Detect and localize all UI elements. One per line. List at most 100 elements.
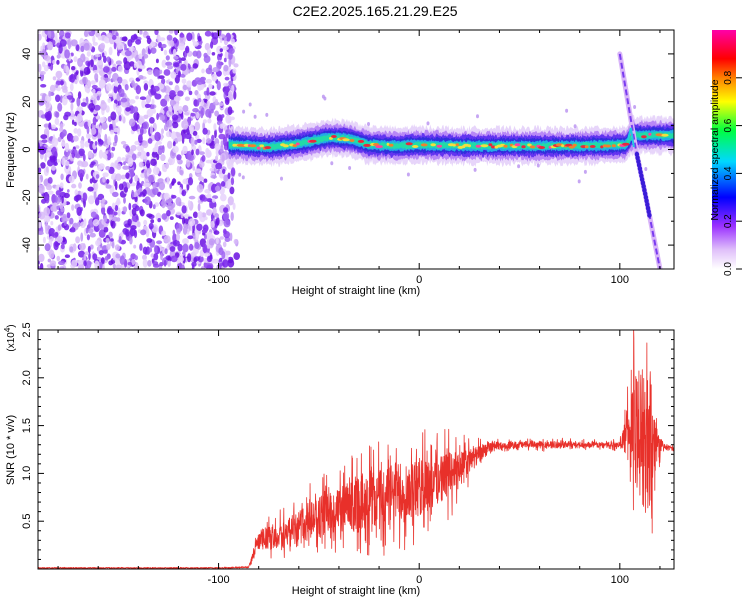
noise-blob	[118, 235, 122, 244]
noise-blob	[38, 231, 44, 236]
noise-blob	[156, 153, 160, 161]
noise-blob	[98, 250, 104, 256]
noise-blob	[120, 97, 128, 103]
noise-blob	[180, 213, 184, 219]
noise-blob	[97, 165, 103, 171]
ridge-peak	[611, 144, 616, 148]
noise-blob	[152, 187, 159, 196]
noise-blob	[64, 32, 71, 39]
noise-blob	[83, 260, 87, 267]
noise-blob	[194, 90, 199, 96]
noise-blob	[163, 259, 167, 267]
noise-blob	[117, 42, 124, 50]
noise-blob	[139, 96, 147, 100]
noise-blob	[83, 66, 91, 76]
noise-blob	[135, 39, 142, 45]
noise-blob	[92, 253, 98, 261]
x-tick-label: 100	[611, 574, 629, 586]
noise-blob	[223, 174, 229, 183]
noise-blob	[109, 129, 115, 135]
noise-blob	[214, 128, 217, 139]
ridge-speck	[633, 105, 637, 109]
noise-blob	[64, 221, 67, 226]
noise-blob	[116, 217, 121, 222]
noise-blob	[50, 205, 57, 212]
noise-blob	[85, 227, 89, 234]
ridge-speck	[248, 102, 252, 107]
snr-panel: -100 0 100 0.5 1.0 1.5 2.0 2.5 Height of strai…	[3, 322, 675, 597]
noise-blob	[131, 80, 136, 88]
noise-blob	[161, 128, 164, 135]
noise-blob	[86, 260, 92, 269]
noise-blob	[108, 260, 114, 266]
noise-blob	[173, 62, 180, 67]
colorbar: 0.0 0.2 0.4 0.6 0.8 Normalized spectral ampl…	[709, 30, 742, 276]
noise-blob	[222, 46, 229, 51]
noise-blob	[150, 219, 155, 224]
noise-blob	[48, 90, 52, 97]
noise-blob	[178, 105, 183, 114]
noise-blob	[190, 137, 195, 147]
noise-blob	[38, 167, 42, 173]
noise-blob	[88, 195, 95, 205]
noise-blob	[110, 220, 116, 229]
noise-blob	[81, 160, 89, 168]
noise-blob	[115, 173, 122, 181]
noise-blob	[222, 228, 227, 235]
noise-blob	[212, 258, 219, 264]
noise-blob	[159, 114, 166, 121]
noise-blob	[195, 148, 200, 156]
noise-blob	[166, 79, 169, 84]
noise-blob	[87, 228, 94, 234]
noise-blob	[158, 181, 166, 191]
noise-blob	[223, 57, 227, 63]
noise-blob	[117, 207, 121, 217]
noise-blob	[201, 68, 205, 74]
y-tick-label: 1.0	[21, 466, 33, 481]
noise-blob	[206, 48, 212, 56]
noise-blob	[44, 153, 47, 162]
noise-blob	[230, 167, 236, 177]
noise-blob	[114, 256, 122, 266]
noise-blob	[56, 255, 61, 262]
noise-blob	[211, 197, 216, 203]
ridge-peak	[282, 144, 289, 148]
ridge-peak	[264, 146, 272, 150]
noise-blob	[117, 76, 123, 84]
noise-blob	[67, 189, 70, 193]
noise-blob	[180, 113, 184, 120]
noise-blob	[106, 56, 111, 63]
y-tick-label: 0	[21, 146, 33, 152]
noise-blob	[153, 245, 158, 254]
ridge-peak	[455, 143, 459, 147]
noise-blob	[180, 57, 186, 61]
noise-blob	[87, 138, 91, 144]
x-tick-label: -100	[208, 274, 230, 286]
noise-blob	[90, 127, 97, 135]
noise-blob	[59, 266, 65, 269]
noise-blob	[75, 153, 81, 159]
noise-blob	[156, 112, 160, 121]
noise-blob	[149, 117, 155, 124]
noise-blob	[113, 41, 117, 50]
noise-blob	[128, 46, 135, 52]
ridge-speck	[583, 169, 587, 174]
noise-blob	[202, 243, 208, 253]
y-tick-label: 2.0	[21, 370, 33, 385]
noise-blob	[211, 164, 216, 169]
ridge-peak	[480, 144, 489, 148]
noise-blob	[61, 133, 66, 137]
noise-blob	[146, 108, 154, 118]
noise-blob	[172, 239, 180, 247]
noise-blob	[93, 191, 97, 200]
noise-blob	[169, 246, 176, 252]
noise-blob	[142, 121, 149, 130]
noise-blob	[221, 114, 225, 118]
noise-blob	[71, 259, 78, 268]
noise-blob	[104, 150, 109, 155]
noise-blob	[206, 264, 213, 269]
noise-blob	[94, 73, 99, 81]
noise-blob	[186, 228, 190, 235]
ridge-speck	[473, 167, 477, 172]
ridge-peak	[568, 145, 575, 149]
